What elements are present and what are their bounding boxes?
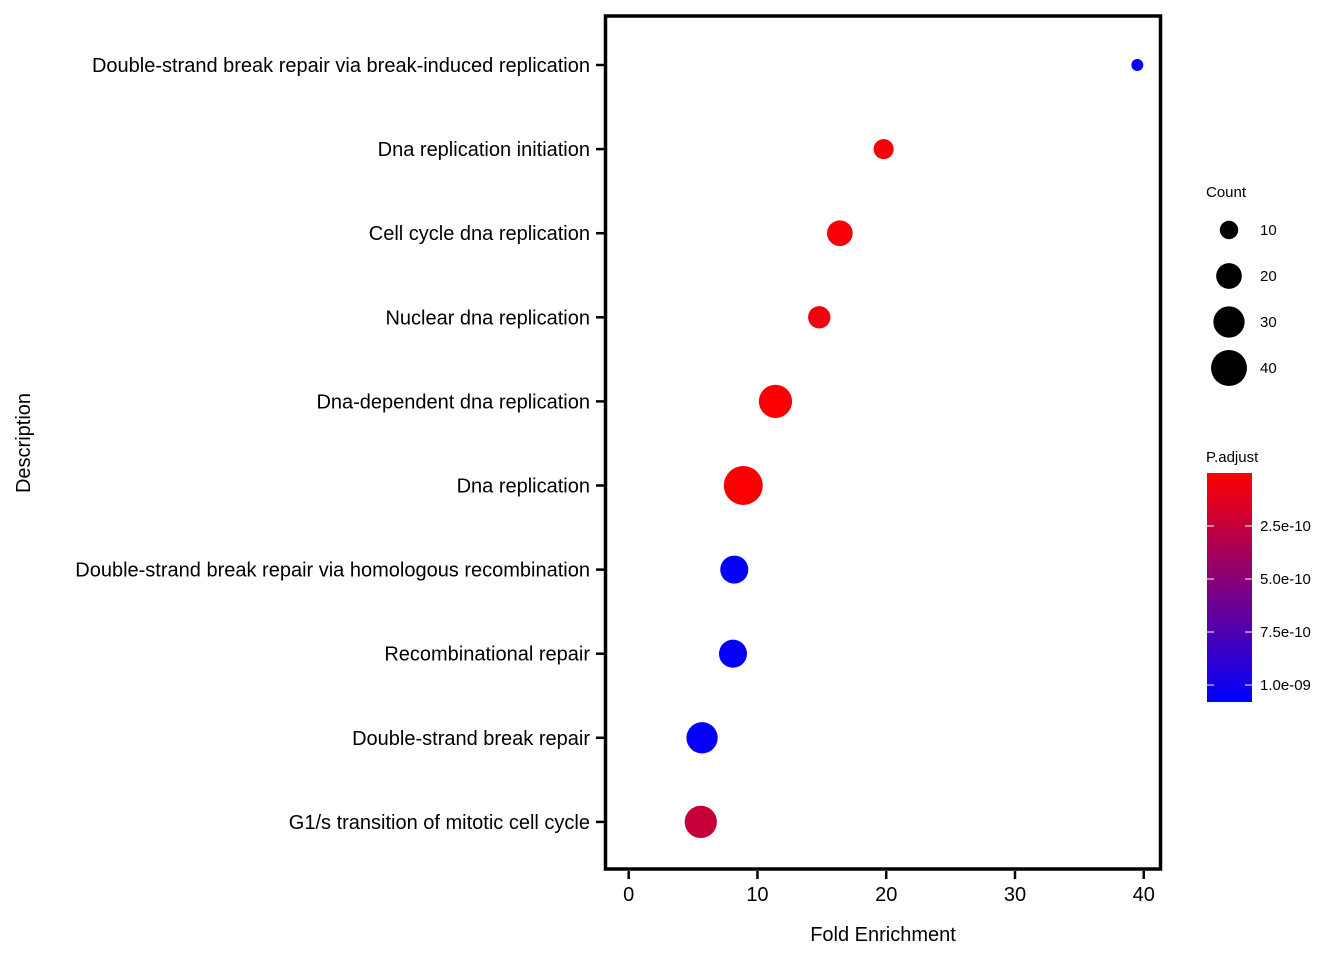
data-point xyxy=(808,306,831,329)
data-point xyxy=(827,220,853,247)
p-adjust-legend-title: P.adjust xyxy=(1206,449,1259,466)
data-point xyxy=(720,555,749,584)
count-legend-label: 20 xyxy=(1260,268,1277,285)
y-tick-label: Nuclear dna replication xyxy=(385,307,590,329)
count-legend-key xyxy=(1213,306,1245,338)
data-point xyxy=(758,384,793,419)
count-legend-key xyxy=(1219,220,1239,240)
count-legend-title: Count xyxy=(1206,184,1247,201)
y-tick-label: Dna replication initiation xyxy=(378,139,590,161)
y-tick-label: Double-strand break repair via homologou… xyxy=(75,560,590,582)
count-legend-key xyxy=(1216,263,1242,289)
x-tick-label: 30 xyxy=(1004,884,1026,906)
count-legend-key xyxy=(1211,350,1247,386)
count-legend-label: 40 xyxy=(1260,360,1277,377)
p-adjust-colorbar xyxy=(1207,473,1252,702)
data-point xyxy=(686,722,718,754)
plot-panel-border xyxy=(603,14,1163,871)
count-legend-label: 10 xyxy=(1260,222,1277,239)
x-tick-label: 0 xyxy=(623,884,634,906)
y-tick-label: Cell cycle dna replication xyxy=(369,223,590,245)
x-tick-label: 40 xyxy=(1133,884,1155,906)
count-legend-label: 30 xyxy=(1260,314,1277,331)
colorbar-tick-label: 7.5e-10 xyxy=(1260,624,1311,641)
y-tick-label: Recombinational repair xyxy=(384,644,590,666)
y-tick-label: Double-strand break repair xyxy=(352,728,590,750)
data-point xyxy=(684,805,717,839)
data-point xyxy=(873,139,894,160)
count-legend: Count 10 20 30 40 xyxy=(1206,184,1277,386)
colorbar-tick-label: 1.0e-09 xyxy=(1260,677,1311,694)
data-points xyxy=(684,59,1144,839)
y-tick-label: Dna replication xyxy=(457,476,590,498)
x-axis: 0 10 20 30 40 xyxy=(623,871,1155,906)
data-point xyxy=(718,639,748,668)
x-axis-title: Fold Enrichment xyxy=(810,924,956,946)
y-tick-label: Dna-dependent dna replication xyxy=(316,391,590,413)
p-adjust-legend: P.adjust 2.5e-10 5.0e-10 7.5e-10 1.0e-09 xyxy=(1206,449,1311,702)
y-tick-label: G1/s transition of mitotic cell cycle xyxy=(289,812,590,834)
data-point xyxy=(1131,59,1144,71)
colorbar-tick-label: 5.0e-10 xyxy=(1260,571,1311,588)
x-tick-label: 20 xyxy=(875,884,897,906)
y-axis-title: Description xyxy=(13,393,35,493)
y-tick-label: Double-strand break repair via break-ind… xyxy=(92,55,590,77)
x-tick-label: 10 xyxy=(746,884,768,906)
colorbar-tick-label: 2.5e-10 xyxy=(1260,518,1311,535)
data-point xyxy=(723,466,763,505)
y-axis: Double-strand break repair via break-ind… xyxy=(75,55,604,834)
